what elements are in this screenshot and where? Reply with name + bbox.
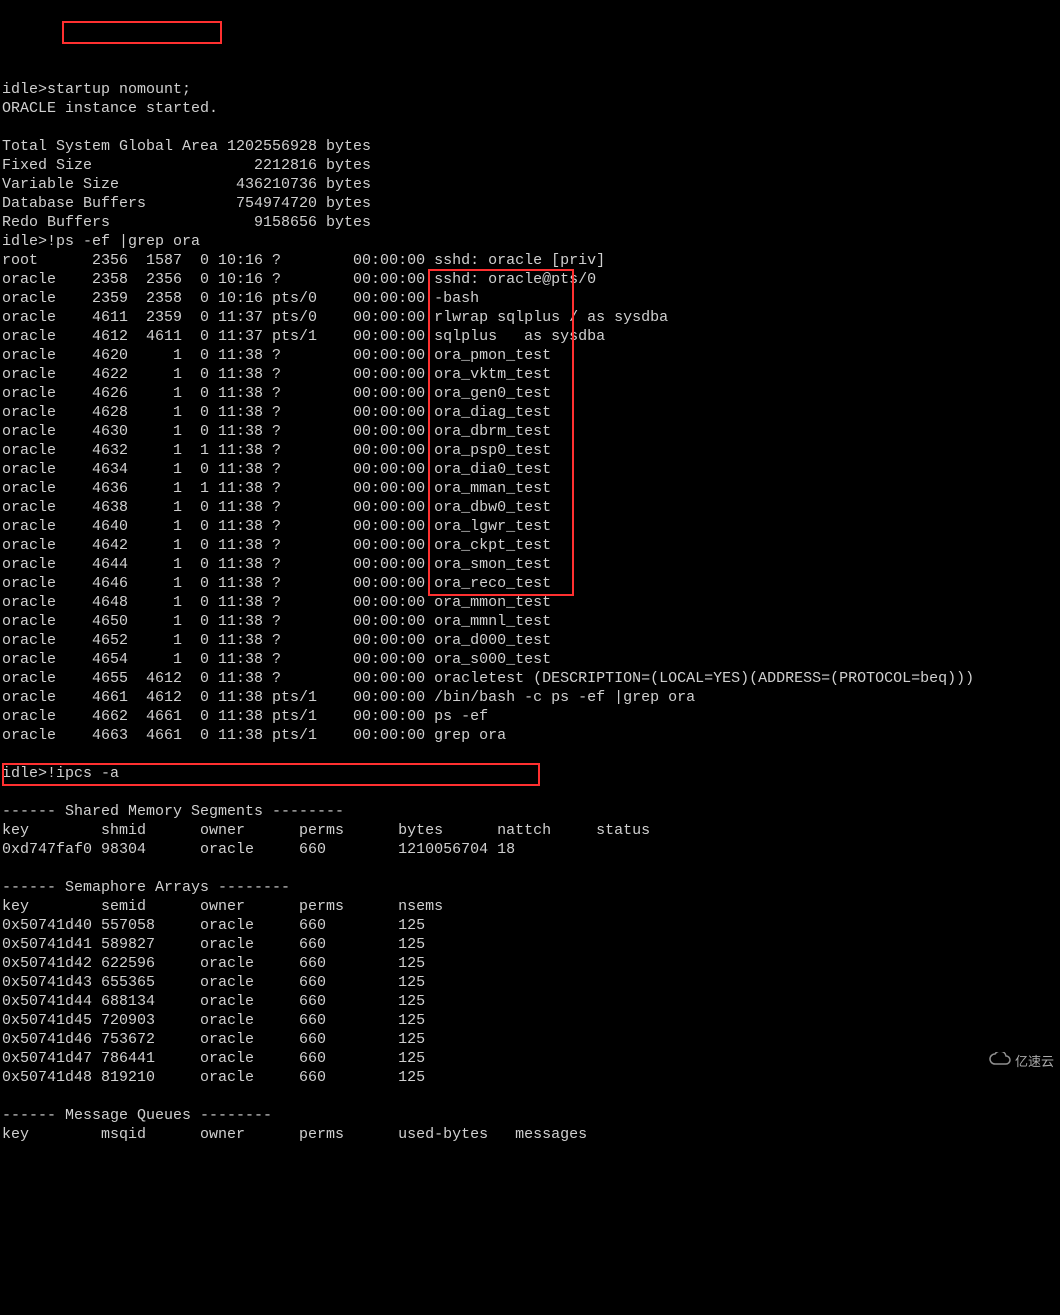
watermark: 亿速云 [975, 1033, 1054, 1090]
line: Fixed Size 2212816 bytes [2, 157, 371, 174]
line: Database Buffers 754974720 bytes [2, 195, 371, 212]
line: oracle 4638 1 0 11:38 ? 00:00:00 ora_dbw… [2, 499, 551, 516]
line: oracle 4620 1 0 11:38 ? 00:00:00 ora_pmo… [2, 347, 551, 364]
line: oracle 2358 2356 0 10:16 ? 00:00:00 sshd… [2, 271, 596, 288]
line: oracle 4655 4612 0 11:38 ? 00:00:00 orac… [2, 670, 974, 687]
line: oracle 4628 1 0 11:38 ? 00:00:00 ora_dia… [2, 404, 551, 421]
line: oracle 4636 1 1 11:38 ? 00:00:00 ora_mma… [2, 480, 551, 497]
line: 0x50741d41 589827 oracle 660 125 [2, 936, 425, 953]
line: 0x50741d47 786441 oracle 660 125 [2, 1050, 425, 1067]
line: oracle 4622 1 0 11:38 ? 00:00:00 ora_vkt… [2, 366, 551, 383]
line: 0x50741d48 819210 oracle 660 125 [2, 1069, 425, 1086]
line: oracle 4626 1 0 11:38 ? 00:00:00 ora_gen… [2, 385, 551, 402]
line: oracle 4661 4612 0 11:38 pts/1 00:00:00 … [2, 689, 695, 706]
line: oracle 4663 4661 0 11:38 pts/1 00:00:00 … [2, 727, 506, 744]
line: 0x50741d42 622596 oracle 660 125 [2, 955, 425, 972]
line: 0x50741d46 753672 oracle 660 125 [2, 1031, 425, 1048]
line: oracle 4650 1 0 11:38 ? 00:00:00 ora_mmn… [2, 613, 551, 630]
line: oracle 4642 1 0 11:38 ? 00:00:00 ora_ckp… [2, 537, 551, 554]
line: Total System Global Area 1202556928 byte… [2, 138, 371, 155]
line: ------ Message Queues -------- [2, 1107, 272, 1124]
line: idle>!ps -ef |grep ora [2, 233, 200, 250]
line: Redo Buffers 9158656 bytes [2, 214, 371, 231]
line: 0xd747faf0 98304 oracle 660 1210056704 1… [2, 841, 515, 858]
terminal-output: idle>startup nomount; ORACLE instance st… [2, 80, 1058, 1144]
line: oracle 4654 1 0 11:38 ? 00:00:00 ora_s00… [2, 651, 551, 668]
line: oracle 4646 1 0 11:38 ? 00:00:00 ora_rec… [2, 575, 551, 592]
line: idle>!ipcs -a [2, 765, 119, 782]
line: ------ Semaphore Arrays -------- [2, 879, 290, 896]
instance-started-box [62, 21, 222, 44]
line: 0x50741d43 655365 oracle 660 125 [2, 974, 425, 991]
watermark-text: 亿速云 [1015, 1052, 1054, 1071]
line: oracle 4612 4611 0 11:37 pts/1 00:00:00 … [2, 328, 605, 345]
line: oracle 4630 1 0 11:38 ? 00:00:00 ora_dbr… [2, 423, 551, 440]
line: Variable Size 436210736 bytes [2, 176, 371, 193]
line: 0x50741d44 688134 oracle 660 125 [2, 993, 425, 1010]
line: oracle 4648 1 0 11:38 ? 00:00:00 ora_mmo… [2, 594, 551, 611]
line: oracle 4652 1 0 11:38 ? 00:00:00 ora_d00… [2, 632, 551, 649]
line: idle>startup nomount; [2, 81, 191, 98]
line: oracle 4611 2359 0 11:37 pts/0 00:00:00 … [2, 309, 668, 326]
line: oracle 4634 1 0 11:38 ? 00:00:00 ora_dia… [2, 461, 551, 478]
line: 0x50741d45 720903 oracle 660 125 [2, 1012, 425, 1029]
line: oracle 4644 1 0 11:38 ? 00:00:00 ora_smo… [2, 556, 551, 573]
line: root 2356 1587 0 10:16 ? 00:00:00 sshd: … [2, 252, 605, 269]
line: ORACLE instance started. [2, 100, 218, 117]
line: ------ Shared Memory Segments -------- [2, 803, 344, 820]
line: oracle 4640 1 0 11:38 ? 00:00:00 ora_lgw… [2, 518, 551, 535]
line: key shmid owner perms bytes nattch statu… [2, 822, 650, 839]
line: key msqid owner perms used-bytes message… [2, 1126, 587, 1143]
line: 0x50741d40 557058 oracle 660 125 [2, 917, 425, 934]
line: oracle 2359 2358 0 10:16 pts/0 00:00:00 … [2, 290, 479, 307]
line: key semid owner perms nsems [2, 898, 443, 915]
line: oracle 4662 4661 0 11:38 pts/1 00:00:00 … [2, 708, 488, 725]
line: oracle 4632 1 1 11:38 ? 00:00:00 ora_psp… [2, 442, 551, 459]
cloud-icon [975, 1033, 1011, 1090]
